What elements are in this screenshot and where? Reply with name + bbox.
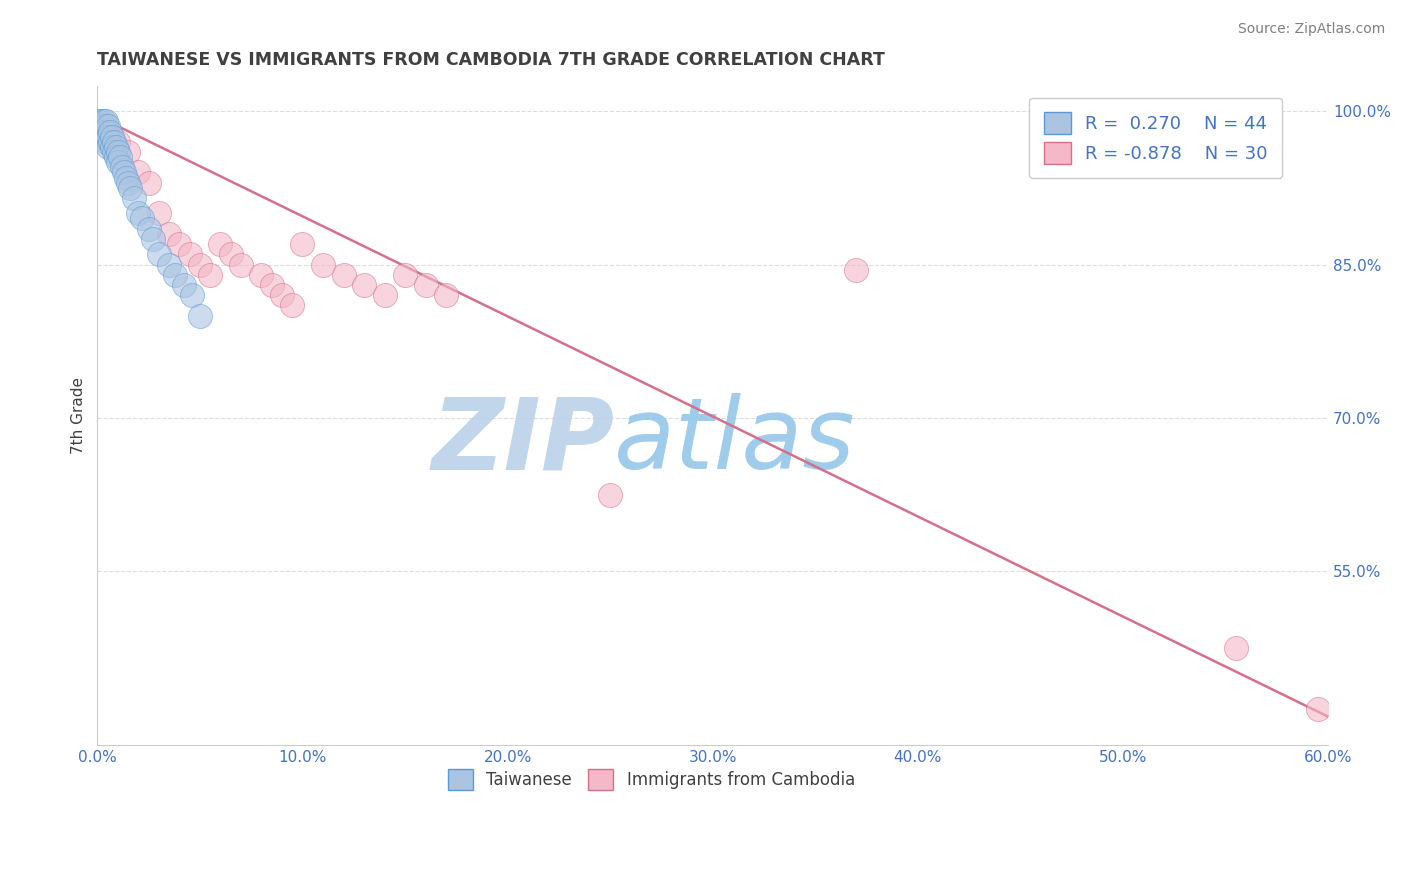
Point	[89, 114, 111, 128]
Point	[250, 268, 273, 282]
Point	[188, 309, 211, 323]
Point	[188, 258, 211, 272]
Point	[138, 221, 160, 235]
Point	[111, 161, 134, 175]
Point	[97, 120, 120, 134]
Point	[108, 150, 131, 164]
Point	[117, 176, 139, 190]
Point	[131, 211, 153, 226]
Legend: Taiwanese, Immigrants from Cambodia: Taiwanese, Immigrants from Cambodia	[434, 756, 869, 803]
Point	[107, 155, 129, 169]
Point	[1225, 641, 1247, 656]
Point	[281, 298, 304, 312]
Text: ZIP: ZIP	[432, 393, 614, 491]
Point	[148, 206, 170, 220]
Point	[127, 165, 149, 179]
Point	[138, 176, 160, 190]
Point	[103, 145, 125, 159]
Point	[107, 135, 129, 149]
Point	[415, 277, 437, 292]
Point	[127, 206, 149, 220]
Point	[157, 258, 180, 272]
Point	[353, 277, 375, 292]
Point	[107, 145, 129, 159]
Point	[173, 277, 195, 292]
Point	[94, 135, 117, 149]
Point	[124, 191, 146, 205]
Point	[90, 120, 112, 134]
Point	[90, 114, 112, 128]
Point	[115, 170, 138, 185]
Point	[94, 124, 117, 138]
Point	[229, 258, 252, 272]
Point	[599, 488, 621, 502]
Point	[198, 268, 221, 282]
Point	[332, 268, 354, 282]
Text: TAIWANESE VS IMMIGRANTS FROM CAMBODIA 7TH GRADE CORRELATION CHART: TAIWANESE VS IMMIGRANTS FROM CAMBODIA 7T…	[97, 51, 886, 69]
Y-axis label: 7th Grade: 7th Grade	[72, 377, 86, 454]
Point	[148, 247, 170, 261]
Point	[100, 129, 122, 144]
Point	[93, 114, 115, 128]
Point	[180, 288, 202, 302]
Point	[271, 288, 294, 302]
Point	[112, 165, 135, 179]
Point	[209, 237, 232, 252]
Point	[179, 247, 201, 261]
Point	[89, 124, 111, 138]
Point	[100, 140, 122, 154]
Point	[98, 135, 121, 149]
Point	[93, 120, 115, 134]
Point	[98, 124, 121, 138]
Point	[142, 232, 165, 246]
Point	[394, 268, 416, 282]
Point	[219, 247, 242, 261]
Point	[97, 129, 120, 144]
Point	[90, 129, 112, 144]
Point	[157, 227, 180, 241]
Point	[845, 262, 868, 277]
Point	[97, 140, 120, 154]
Point	[89, 120, 111, 134]
Point	[104, 150, 127, 164]
Point	[90, 124, 112, 138]
Point	[1306, 702, 1329, 716]
Point	[312, 258, 335, 272]
Point	[89, 129, 111, 144]
Point	[373, 288, 395, 302]
Point	[260, 277, 283, 292]
Point	[94, 114, 117, 128]
Point	[103, 135, 125, 149]
Point	[93, 129, 115, 144]
Point	[104, 140, 127, 154]
Point	[120, 181, 142, 195]
Point	[169, 237, 191, 252]
Point	[291, 237, 314, 252]
Text: atlas: atlas	[614, 393, 856, 491]
Point	[97, 124, 120, 138]
Point	[117, 145, 139, 159]
Point	[165, 268, 187, 282]
Text: Source: ZipAtlas.com: Source: ZipAtlas.com	[1237, 22, 1385, 37]
Point	[434, 288, 457, 302]
